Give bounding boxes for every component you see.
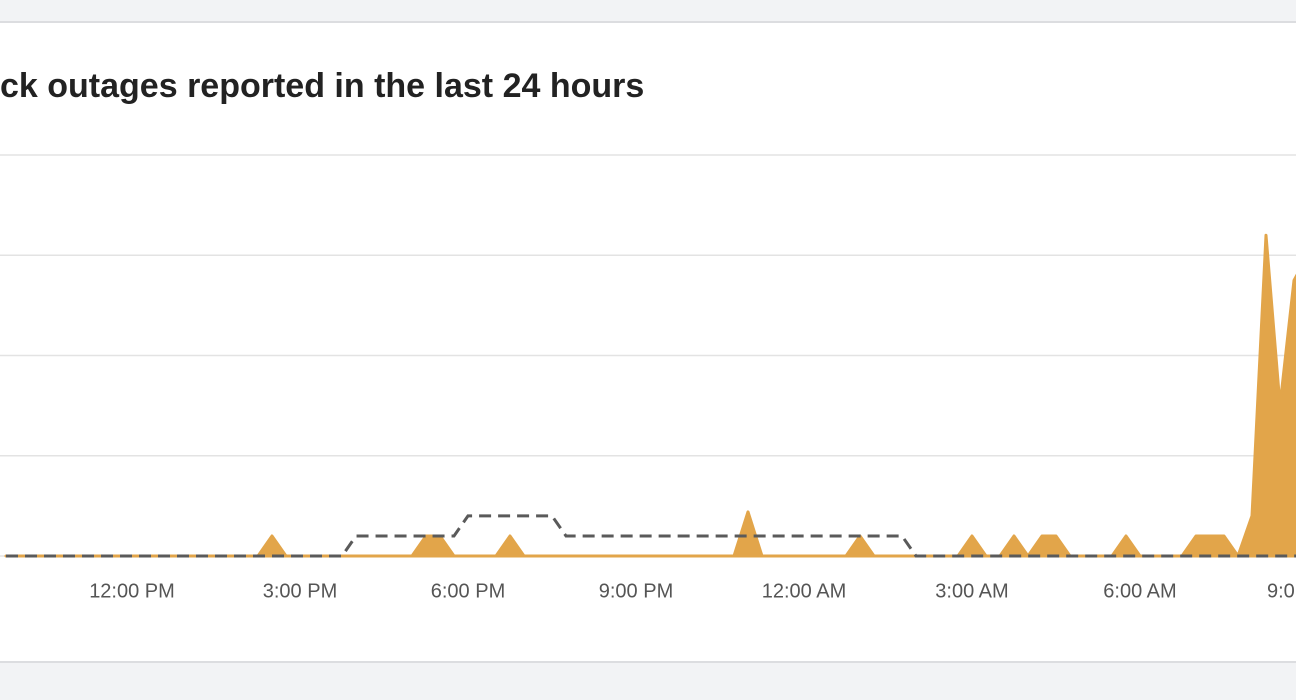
x-tick-label: 12:00 AM [762,580,847,602]
top-band [0,0,1296,22]
x-tick-label: 12:00 PM [89,580,175,602]
reports-area [4,233,1296,558]
baseline-line [6,514,1296,558]
chart-title: ck outages reported in the last 24 hours [0,67,644,105]
x-tick-label: 6:00 PM [431,580,505,602]
x-tick-label: 3:00 PM [263,580,337,602]
x-tick-label: 3:00 AM [935,580,1008,602]
card [0,21,1296,663]
x-tick-label: 9:00 PM [599,580,673,602]
x-tick-label: 6:00 AM [1103,580,1176,602]
x-tick-label: 9:0 [1267,580,1295,602]
